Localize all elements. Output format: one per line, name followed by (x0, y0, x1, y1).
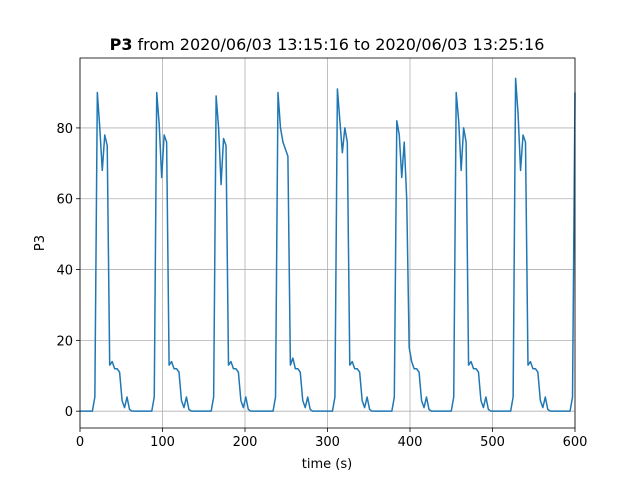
plot-frame (79, 57, 576, 429)
chart-title: P3 from 2020/06/03 13:15:16 to 2020/06/03… (110, 35, 545, 54)
x-axis-label: time (s) (302, 457, 352, 472)
x-tick-label: 500 (480, 435, 505, 450)
x-tick-label: 400 (398, 435, 423, 450)
y-tick-label: 80 (56, 122, 73, 137)
y-tick-label: 40 (56, 264, 73, 279)
y-axis-label: P3 (33, 235, 48, 251)
x-tick-label: 100 (150, 435, 175, 450)
title-rest: from 2020/06/03 13:15:16 to 2020/06/03 1… (137, 35, 544, 54)
x-tick-label: 200 (233, 435, 258, 450)
y-tick-label: 20 (56, 334, 73, 349)
y-tick-label: 60 (56, 193, 73, 208)
x-tick-label: 300 (315, 435, 340, 450)
x-tick-label: 600 (563, 435, 588, 450)
title-bold: P3 (110, 35, 133, 54)
x-tick-label: 0 (76, 435, 84, 450)
y-tick-label: 0 (65, 405, 73, 420)
data-line (80, 77, 576, 412)
